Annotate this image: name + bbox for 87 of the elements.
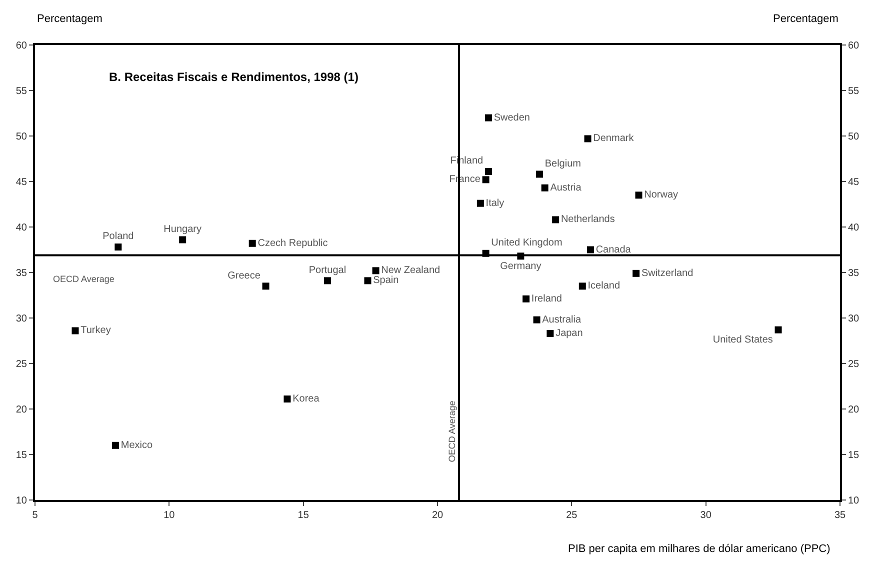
y2-tick-label: 25: [848, 359, 860, 370]
y-tick-label: 30: [16, 314, 28, 324]
point: [476, 200, 484, 207]
data-label: Turkey: [80, 325, 111, 336]
point: [546, 330, 554, 337]
point: [541, 184, 548, 192]
y2-tick-label: 60: [848, 40, 860, 52]
point: [284, 395, 291, 402]
point: [482, 176, 490, 184]
y2-tick-label: 10: [848, 496, 860, 506]
x-tick-label: 5: [32, 510, 38, 521]
point: [324, 277, 331, 284]
point: [114, 244, 122, 251]
point: [632, 270, 640, 277]
y2-tick-label: 45: [848, 177, 860, 188]
y-tick-label: 55: [16, 86, 28, 97]
y-axis-title: Percentagem: [37, 13, 102, 25]
point: [552, 216, 560, 224]
point: [774, 326, 782, 334]
ref-line-label: OECD Average: [53, 274, 114, 284]
y2-tick-label: 35: [848, 268, 860, 279]
point: [586, 246, 594, 254]
point: [112, 442, 119, 449]
point: [372, 267, 380, 274]
y-tick-label: 45: [16, 177, 28, 188]
data-label: Japan: [556, 328, 583, 339]
data-label: Spain: [373, 275, 399, 286]
point: [179, 236, 186, 244]
y2-tick-label: 50: [848, 132, 860, 142]
x-tick-label: 10: [164, 510, 176, 521]
point: [484, 168, 492, 175]
point: [364, 277, 372, 284]
data-label: United Kingdom: [491, 238, 562, 249]
x-tick-label: 30: [700, 510, 712, 521]
data-label: New Zealand: [381, 265, 440, 276]
point: [522, 295, 530, 302]
data-label: Korea: [292, 393, 320, 404]
data-label: Sweden: [494, 112, 530, 124]
y-tick-label: 10: [16, 496, 28, 506]
data-label: Poland: [102, 231, 134, 242]
y-tick-label: 20: [16, 404, 28, 416]
data-label: Norway: [644, 190, 678, 201]
data-label: Belgium: [544, 158, 581, 170]
data-label: Ireland: [531, 293, 562, 304]
data-label: Germany: [500, 260, 542, 272]
data-label: Denmark: [593, 133, 635, 144]
point: [584, 135, 592, 142]
data-label: Greece: [228, 270, 261, 282]
y2-tick-label: 15: [848, 450, 860, 461]
data-label: Netherlands: [560, 214, 615, 226]
x-tick-label: 25: [566, 510, 578, 521]
y2-tick-label: 55: [848, 86, 860, 97]
point: [536, 170, 543, 178]
y-tick-label: 15: [16, 450, 28, 461]
data-label: Italy: [486, 198, 504, 209]
data-label: Canada: [596, 244, 632, 256]
data-label: Iceland: [588, 280, 620, 292]
data-label: Australia: [542, 314, 582, 326]
point: [578, 282, 586, 290]
point: [248, 240, 256, 247]
y2-axis-title: Percentagem: [773, 13, 838, 25]
point: [72, 327, 79, 334]
ref-line-label: OECD Average: [446, 400, 457, 462]
data-label: Hungary: [164, 224, 202, 235]
data-label: United States: [712, 334, 773, 346]
point: [635, 192, 642, 199]
y-tick-label: 40: [16, 222, 28, 234]
data-label: Mexico: [120, 440, 153, 451]
text: B. Receitas Fiscais e Rendimentos, 1998 (1): [109, 70, 358, 84]
x-tick-label: 35: [834, 510, 846, 521]
x-tick-label: 15: [298, 510, 310, 521]
y-tick-label: 35: [16, 268, 28, 279]
y2-tick-label: 30: [848, 314, 860, 324]
data-label: Switzerland: [641, 268, 694, 279]
y-tick-label: 50: [16, 132, 28, 142]
y-tick-label: 60: [16, 40, 28, 52]
data-label: Austria: [550, 182, 582, 194]
point: [262, 282, 270, 290]
x-axis-title: PIB per capita em milhares de dólar americano (PPC): [568, 543, 830, 555]
data-label: Portugal: [308, 264, 346, 276]
data-label: Czech Republic: [258, 238, 328, 249]
point: [484, 114, 492, 122]
x-tick-label: 20: [432, 510, 444, 521]
y2-tick-label: 20: [848, 404, 860, 416]
point: [533, 316, 540, 324]
y-tick-label: 25: [16, 359, 28, 370]
y2-tick-label: 40: [848, 222, 860, 234]
